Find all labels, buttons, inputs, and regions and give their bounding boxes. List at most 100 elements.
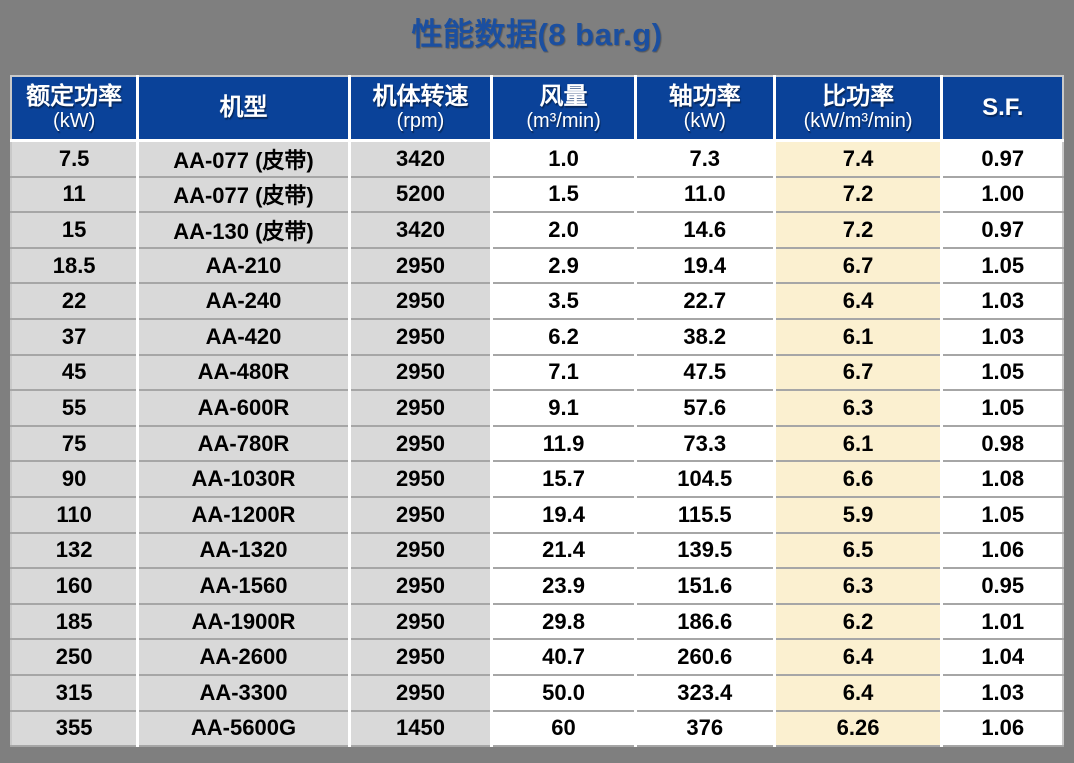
cell-rotor-speed: 3420 bbox=[347, 212, 492, 249]
cell-shaft-power: 104.5 bbox=[633, 461, 775, 498]
cell-shaft-power: 57.6 bbox=[633, 390, 775, 427]
header-unit: (rpm) bbox=[396, 110, 445, 133]
header-row: 额定功率 (kW) 机型 机体转速 (rpm) 风量 (m³/min) bbox=[11, 76, 1063, 142]
cell-model: AA-210 bbox=[136, 247, 350, 285]
cell-model: AA-077 (皮带) bbox=[136, 176, 350, 214]
cell-service-factor: 1.06 bbox=[940, 710, 1063, 748]
cell-airflow: 7.1 bbox=[490, 354, 636, 392]
cell-airflow: 40.7 bbox=[490, 639, 636, 676]
cell-rated-power: 15 bbox=[11, 212, 138, 249]
cell-rated-power: 55 bbox=[11, 390, 138, 427]
cell-rotor-speed: 2950 bbox=[347, 568, 492, 605]
table-row: 160 AA-1560 2950 23.9 151.6 6.3 0.95 bbox=[11, 568, 1063, 605]
cell-service-factor: 1.04 bbox=[940, 639, 1063, 676]
cell-specific-power: 7.2 bbox=[772, 212, 942, 249]
cell-model: AA-1900R bbox=[136, 603, 350, 641]
cell-shaft-power: 11.0 bbox=[633, 176, 775, 214]
table-row: 55 AA-600R 2950 9.1 57.6 6.3 1.05 bbox=[11, 390, 1063, 427]
cell-model: AA-780R bbox=[136, 425, 350, 463]
table-row: 132 AA-1320 2950 21.4 139.5 6.5 1.06 bbox=[11, 532, 1063, 570]
table-row: 250 AA-2600 2950 40.7 260.6 6.4 1.04 bbox=[11, 639, 1063, 676]
cell-specific-power: 7.4 bbox=[772, 140, 942, 178]
cell-service-factor: 1.05 bbox=[940, 354, 1063, 392]
header-cell-shaft-power: 轴功率 (kW) bbox=[633, 76, 775, 142]
header-cell-airflow: 风量 (m³/min) bbox=[490, 76, 636, 142]
cell-rotor-speed: 2950 bbox=[347, 674, 492, 712]
cell-specific-power: 6.1 bbox=[772, 425, 942, 463]
cell-specific-power: 6.4 bbox=[772, 674, 942, 712]
cell-rotor-speed: 2950 bbox=[347, 639, 492, 676]
cell-shaft-power: 139.5 bbox=[633, 532, 775, 570]
cell-specific-power: 6.3 bbox=[772, 390, 942, 427]
cell-rotor-speed: 1450 bbox=[347, 710, 492, 748]
cell-airflow: 29.8 bbox=[490, 603, 636, 641]
cell-airflow: 1.0 bbox=[490, 140, 636, 178]
cell-model: AA-1030R bbox=[136, 461, 350, 498]
cell-rated-power: 315 bbox=[11, 674, 138, 712]
cell-airflow: 23.9 bbox=[490, 568, 636, 605]
header-label: S.F. bbox=[982, 94, 1024, 122]
table-row: 90 AA-1030R 2950 15.7 104.5 6.6 1.08 bbox=[11, 461, 1063, 498]
cell-rated-power: 250 bbox=[11, 639, 138, 676]
cell-specific-power: 6.7 bbox=[772, 247, 942, 285]
cell-specific-power: 6.7 bbox=[772, 354, 942, 392]
performance-table: 额定功率 (kW) 机型 机体转速 (rpm) 风量 (m³/min) bbox=[10, 75, 1064, 748]
cell-model: AA-1560 bbox=[136, 568, 350, 605]
cell-shaft-power: 260.6 bbox=[633, 639, 775, 676]
cell-model: AA-480R bbox=[136, 354, 350, 392]
cell-rated-power: 45 bbox=[11, 354, 138, 392]
cell-airflow: 9.1 bbox=[490, 390, 636, 427]
cell-model: AA-1200R bbox=[136, 496, 350, 534]
cell-model: AA-5600G bbox=[136, 710, 350, 748]
cell-specific-power: 6.26 bbox=[772, 710, 942, 748]
cell-model: AA-130 (皮带) bbox=[136, 212, 350, 249]
cell-service-factor: 1.03 bbox=[940, 283, 1063, 320]
cell-rotor-speed: 2950 bbox=[347, 425, 492, 463]
cell-shaft-power: 73.3 bbox=[633, 425, 775, 463]
header-cell-rated-power: 额定功率 (kW) bbox=[11, 76, 138, 142]
cell-service-factor: 1.05 bbox=[940, 247, 1063, 285]
header-unit: (kW) bbox=[683, 110, 726, 133]
cell-service-factor: 0.98 bbox=[940, 425, 1063, 463]
cell-rotor-speed: 2950 bbox=[347, 496, 492, 534]
cell-airflow: 1.5 bbox=[490, 176, 636, 214]
page-title: 性能数据(8 bar.g) bbox=[411, 17, 663, 52]
cell-airflow: 19.4 bbox=[490, 496, 636, 534]
cell-rotor-speed: 2950 bbox=[347, 532, 492, 570]
cell-model: AA-420 bbox=[136, 318, 350, 356]
cell-model: AA-3300 bbox=[136, 674, 350, 712]
cell-rated-power: 355 bbox=[11, 710, 138, 748]
header-label: 风量 bbox=[539, 82, 588, 110]
cell-rotor-speed: 2950 bbox=[347, 461, 492, 498]
cell-model: AA-2600 bbox=[136, 639, 350, 676]
cell-shaft-power: 14.6 bbox=[633, 212, 775, 249]
cell-airflow: 21.4 bbox=[490, 532, 636, 570]
cell-shaft-power: 151.6 bbox=[633, 568, 775, 605]
table-row: 15 AA-130 (皮带) 3420 2.0 14.6 7.2 0.97 bbox=[11, 212, 1063, 249]
table-row: 315 AA-3300 2950 50.0 323.4 6.4 1.03 bbox=[11, 674, 1063, 712]
header-cell-model: 机型 bbox=[136, 76, 350, 142]
cell-shaft-power: 186.6 bbox=[633, 603, 775, 641]
cell-service-factor: 1.03 bbox=[940, 674, 1063, 712]
cell-model: AA-1320 bbox=[136, 532, 350, 570]
performance-table-wrap: 额定功率 (kW) 机型 机体转速 (rpm) 风量 (m³/min) bbox=[10, 75, 1064, 748]
table-row: 185 AA-1900R 2950 29.8 186.6 6.2 1.01 bbox=[11, 603, 1063, 641]
cell-service-factor: 0.95 bbox=[940, 568, 1063, 605]
table-body: 7.5 AA-077 (皮带) 3420 1.0 7.3 7.4 0.97 11… bbox=[11, 140, 1063, 748]
table-row: 75 AA-780R 2950 11.9 73.3 6.1 0.98 bbox=[11, 425, 1063, 463]
cell-shaft-power: 22.7 bbox=[633, 283, 775, 320]
cell-airflow: 60 bbox=[490, 710, 636, 748]
cell-airflow: 6.2 bbox=[490, 318, 636, 356]
cell-airflow: 2.9 bbox=[490, 247, 636, 285]
cell-airflow: 3.5 bbox=[490, 283, 636, 320]
cell-rotor-speed: 2950 bbox=[347, 318, 492, 356]
cell-service-factor: 1.00 bbox=[940, 176, 1063, 214]
cell-shaft-power: 323.4 bbox=[633, 674, 775, 712]
cell-specific-power: 5.9 bbox=[772, 496, 942, 534]
cell-service-factor: 1.05 bbox=[940, 496, 1063, 534]
table-row: 110 AA-1200R 2950 19.4 115.5 5.9 1.05 bbox=[11, 496, 1063, 534]
cell-specific-power: 6.2 bbox=[772, 603, 942, 641]
cell-model: AA-600R bbox=[136, 390, 350, 427]
cell-rotor-speed: 2950 bbox=[347, 354, 492, 392]
